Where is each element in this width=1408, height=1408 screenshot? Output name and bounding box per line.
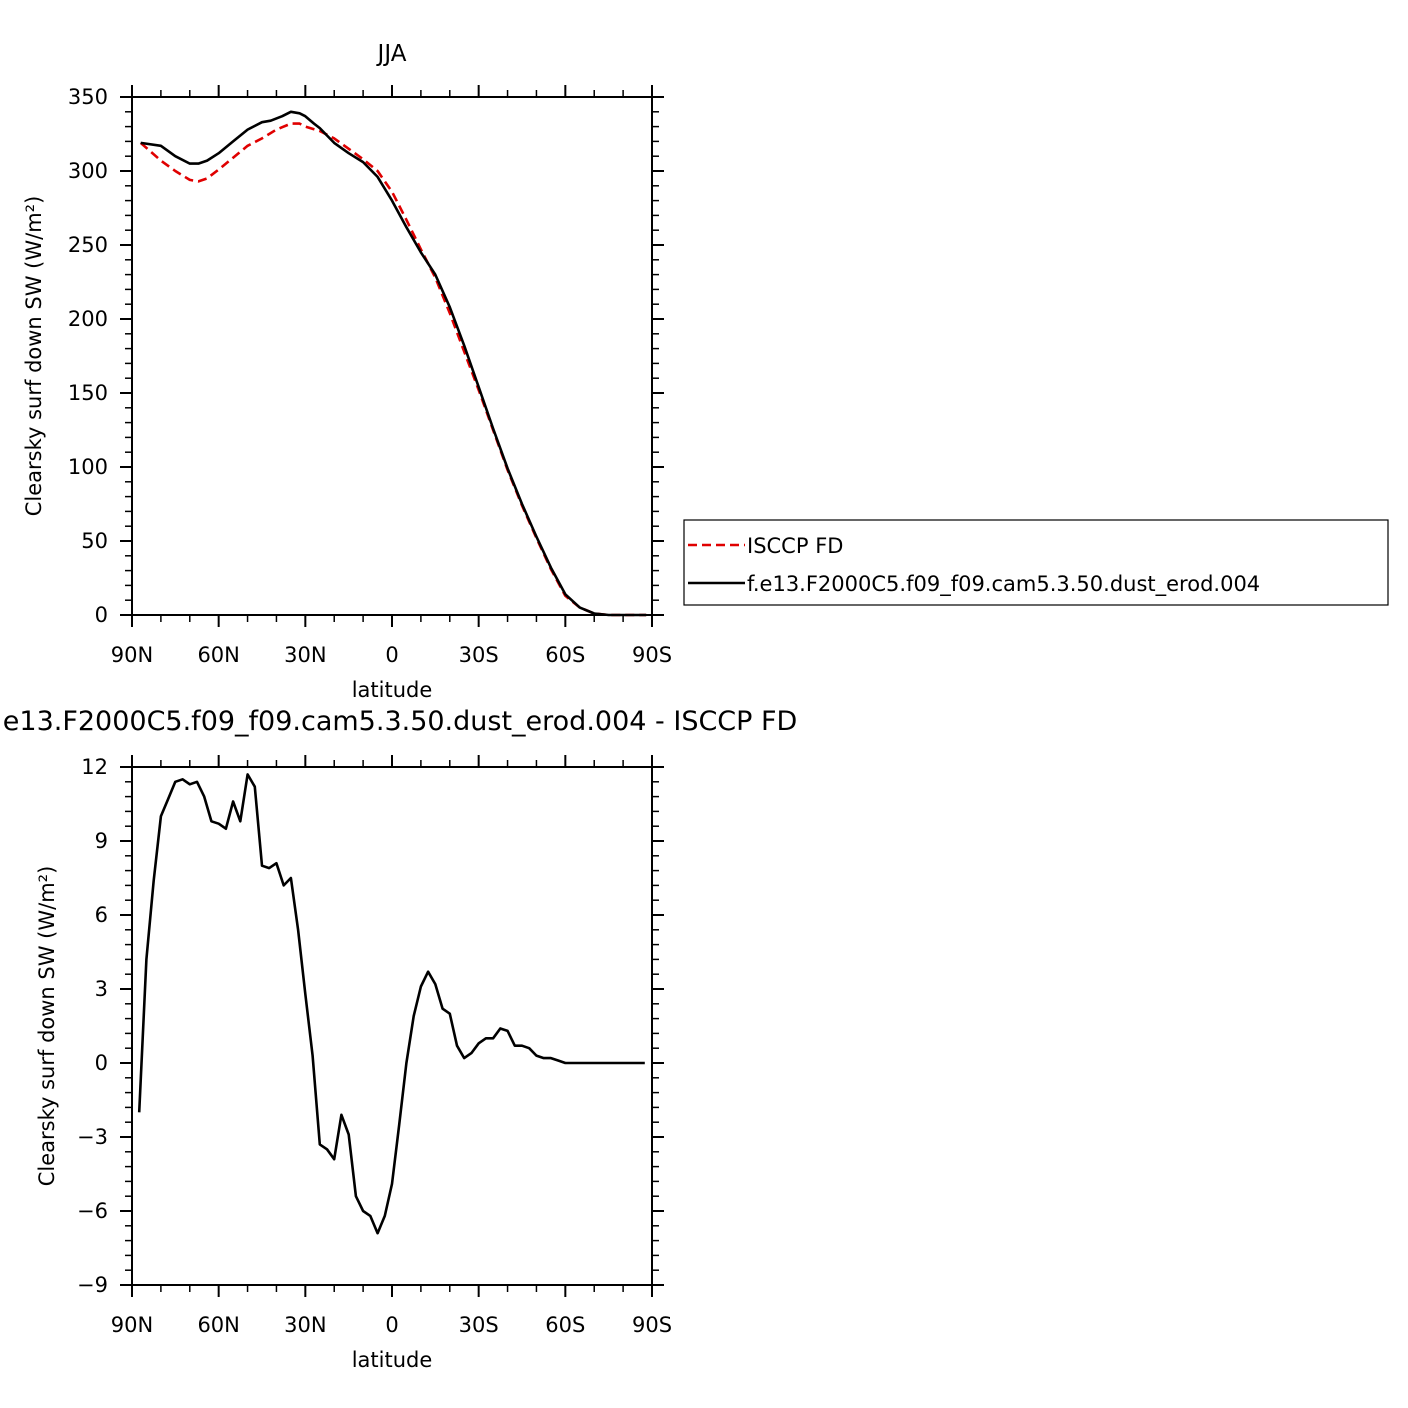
bottom-y-tick-label: −3 [77, 1125, 108, 1149]
bottom-y-tick-label: −6 [77, 1199, 108, 1223]
top-y-tick-label: 350 [68, 85, 108, 109]
bottom-y-tick-label: 0 [95, 1051, 108, 1075]
top-y-tick-label: 50 [81, 529, 108, 553]
bottom-x-tick-label: 60S [545, 1313, 585, 1337]
bottom-panel: f.e13.F2000C5.f09_f09.cam5.3.50.dust_ero… [0, 706, 797, 1372]
top-series-line-0 [139, 122, 647, 617]
top-x-tick-label: 90S [632, 643, 672, 667]
top-ticks [120, 85, 664, 627]
legend-label-model: f.e13.F2000C5.f09_f09.cam5.3.50.dust_ero… [747, 572, 1260, 597]
bottom-plot-frame [131, 766, 653, 1286]
top-y-tick-label: 300 [68, 159, 108, 183]
bottom-tick-labels: 90N 60N 30N 0 30S 60S 90S −9 −6 −3 0 3 6 9 12 [77, 755, 672, 1337]
top-x-tick-label: 0 [385, 643, 398, 667]
top-x-tick-label: 90N [111, 643, 153, 667]
bottom-x-tick-label: 60N [197, 1313, 239, 1337]
bottom-y-axis-label: Clearsky surf down SW (W/m²) [35, 866, 59, 1187]
top-y-tick-label: 150 [68, 381, 108, 405]
top-x-tick-label: 30S [459, 643, 499, 667]
bottom-y-tick-label: 9 [95, 829, 108, 853]
top-y-axis-label: Clearsky surf down SW (W/m²) [22, 196, 46, 517]
bottom-x-tick-label: 30N [284, 1313, 326, 1337]
bottom-chart-title: f.e13.F2000C5.f09_f09.cam5.3.50.dust_ero… [0, 706, 797, 737]
top-panel: JJA 90N 60N 30N 0 30S 60S 90S 0 50 100 150 200 250 30… [22, 41, 1389, 702]
bottom-series [137, 773, 645, 1235]
top-x-tick-label: 60S [545, 643, 585, 667]
bottom-y-tick-label: 6 [95, 903, 108, 927]
top-x-axis-label: latitude [352, 678, 433, 702]
bottom-x-axis-label: latitude [352, 1348, 433, 1372]
top-chart-title: JJA [376, 41, 407, 67]
legend-label-isccp: ISCCP FD [747, 534, 843, 558]
bottom-x-tick-label: 0 [385, 1313, 398, 1337]
top-y-tick-label: 200 [68, 307, 108, 331]
legend: ISCCP FD f.e13.F2000C5.f09_f09.cam5.3.50… [683, 519, 1389, 606]
bottom-x-tick-label: 90N [111, 1313, 153, 1337]
top-y-tick-label: 250 [68, 233, 108, 257]
top-series-line-1 [140, 110, 647, 617]
bottom-ticks [120, 755, 664, 1297]
legend-box [683, 519, 1389, 606]
bottom-y-tick-label: −9 [77, 1273, 108, 1297]
top-x-tick-label: 30N [284, 643, 326, 667]
top-x-tick-label: 60N [197, 643, 239, 667]
top-y-tick-label: 100 [68, 455, 108, 479]
bottom-x-tick-label: 90S [632, 1313, 672, 1337]
top-series [139, 110, 647, 617]
bottom-y-tick-label: 12 [81, 755, 108, 779]
bottom-x-tick-label: 30S [459, 1313, 499, 1337]
top-tick-labels: 90N 60N 30N 0 30S 60S 90S 0 50 100 150 200 250 300 350 [68, 85, 672, 667]
top-y-tick-label: 0 [95, 603, 108, 627]
top-plot-frame [131, 96, 653, 616]
bottom-series-line-0 [137, 773, 645, 1235]
bottom-y-tick-label: 3 [95, 977, 108, 1001]
